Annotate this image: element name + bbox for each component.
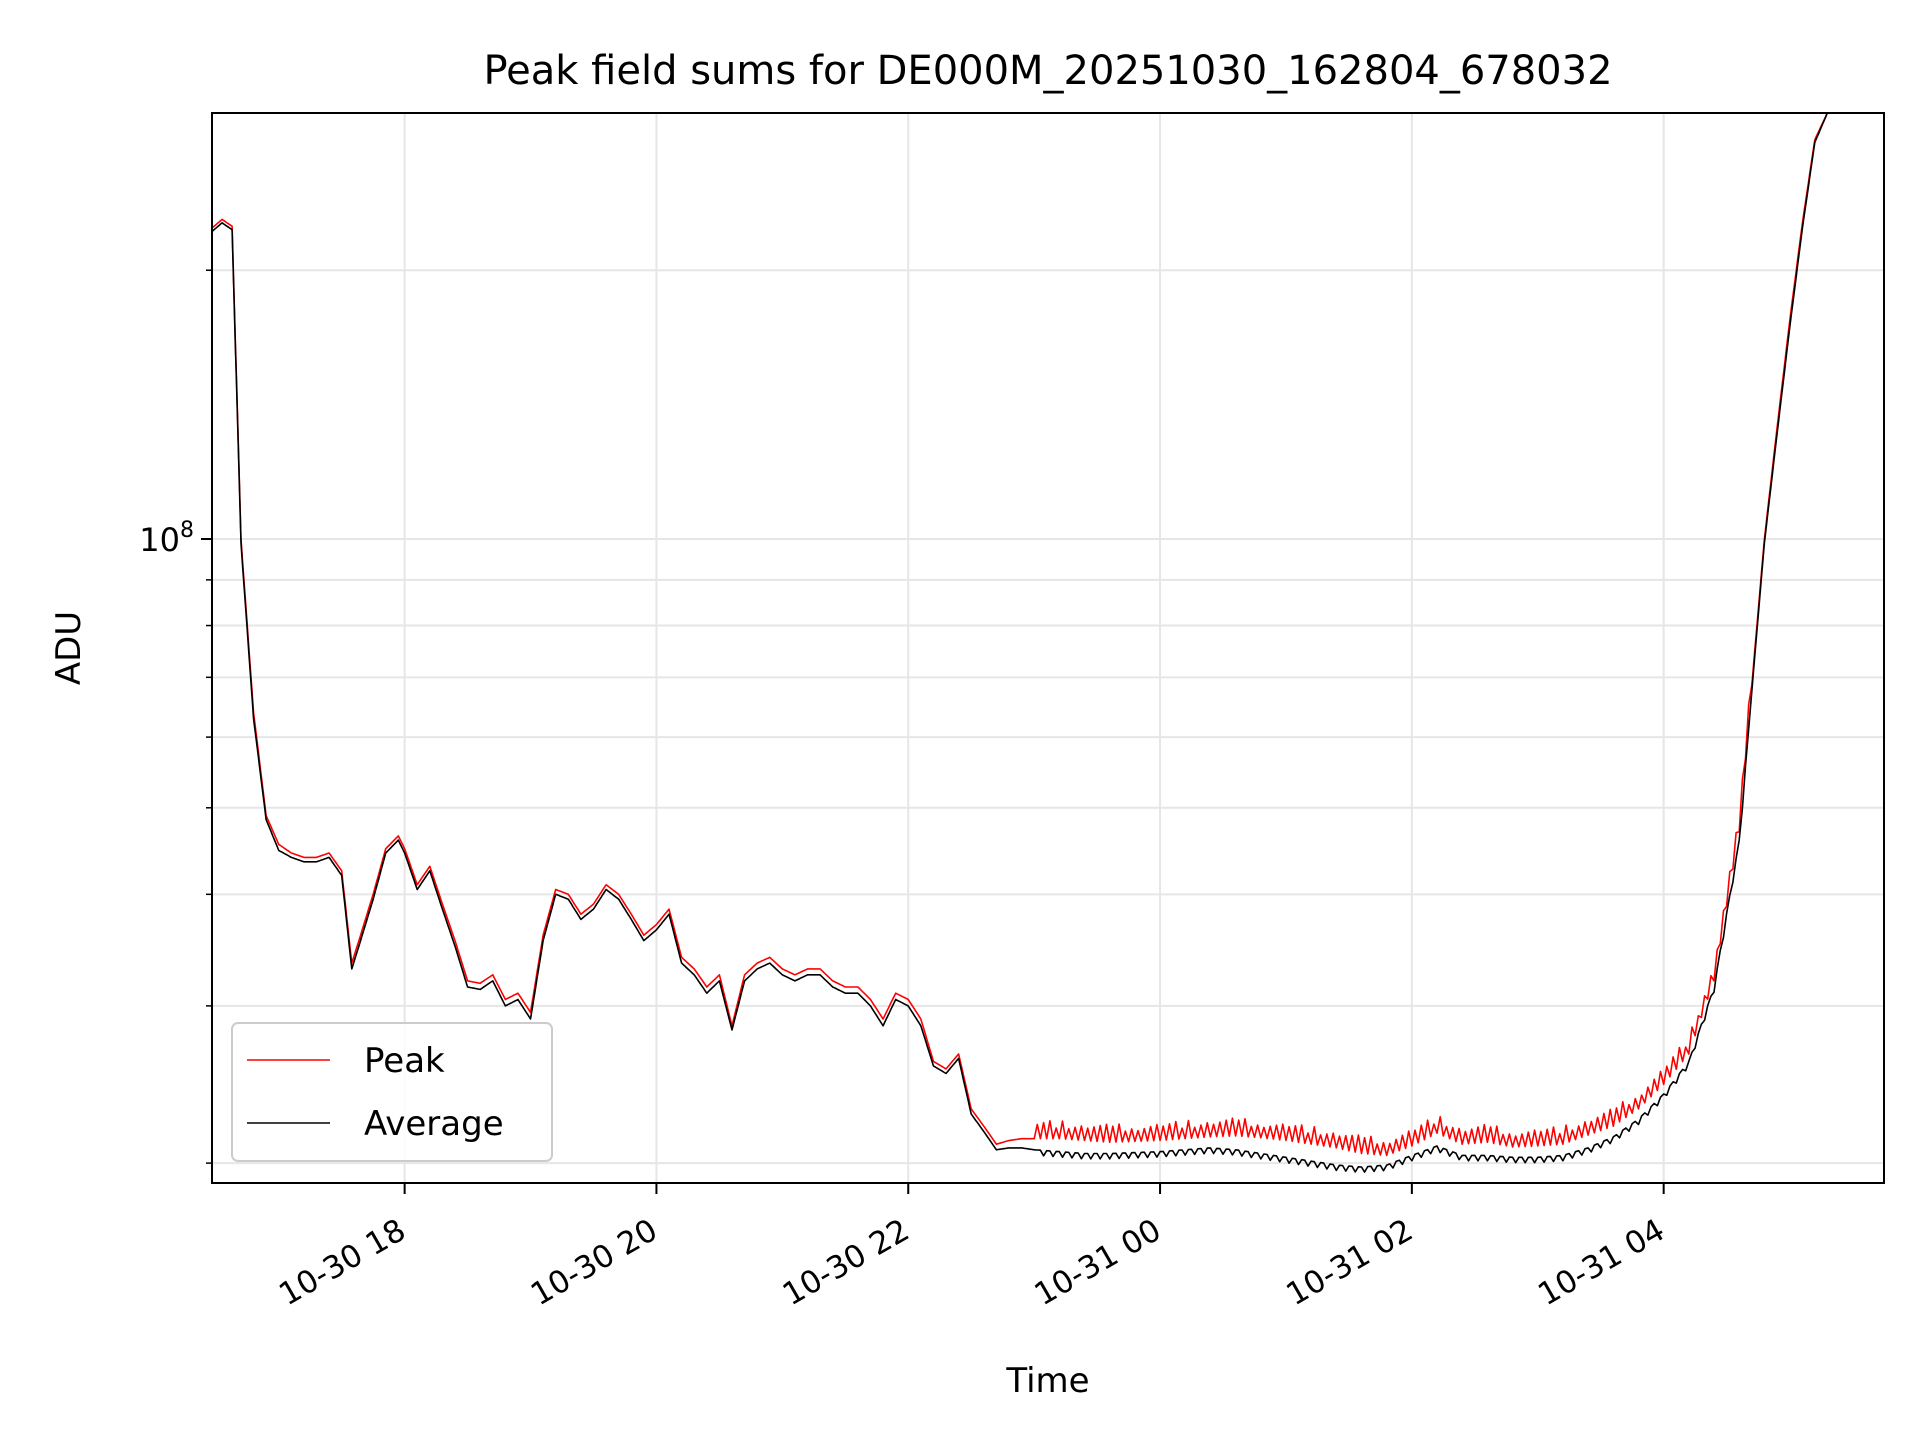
series-layer — [212, 113, 1884, 1173]
x-tick-label: 10-31 00 — [1029, 1212, 1168, 1313]
chart-title: Peak field sums for DE000M_20251030_1628… — [483, 48, 1612, 94]
grid-lines — [212, 113, 1884, 1183]
x-tick-label: 10-30 20 — [525, 1212, 664, 1313]
x-tick-label: 10-30 18 — [273, 1212, 412, 1313]
legend-frame — [231, 1022, 553, 1162]
x-axis: 10-30 18 10-30 20 10-30 22 10-31 00 10-31 02… — [273, 1183, 1671, 1313]
x-axis-label: Time — [1005, 1361, 1089, 1401]
x-tick-label: 10-31 04 — [1532, 1212, 1671, 1313]
y-axis-label: ADU — [49, 611, 89, 685]
legend: Peak Average — [231, 1022, 553, 1162]
series-line-peak — [212, 113, 1884, 1157]
plot-frame — [211, 112, 1885, 1184]
x-tick-label: 10-31 02 — [1280, 1212, 1419, 1313]
legend-label-peak: Peak — [364, 1041, 445, 1081]
x-tick-label: 10-30 22 — [777, 1212, 916, 1313]
y-tick-label: 108 — [139, 518, 194, 559]
plot-area — [212, 113, 1884, 1173]
y-tick-label-base: 10 — [139, 521, 180, 559]
y-tick-label-exponent: 8 — [180, 518, 194, 543]
legend-label-average: Average — [364, 1104, 504, 1144]
y-axis: 108 — [139, 269, 212, 1164]
series-line-average — [212, 113, 1884, 1173]
